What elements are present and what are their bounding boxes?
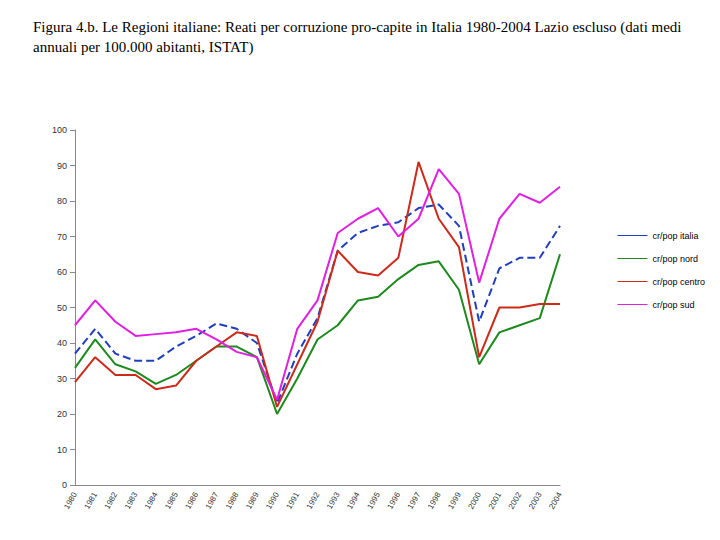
svg-text:1997: 1997 [406,490,423,510]
svg-text:2004: 2004 [547,490,564,510]
svg-text:1994: 1994 [345,490,362,510]
svg-text:1989: 1989 [244,490,261,510]
svg-text:90: 90 [57,161,67,171]
svg-text:2000: 2000 [466,490,483,510]
svg-text:1981: 1981 [82,490,99,510]
svg-text:80: 80 [57,196,67,206]
svg-text:60: 60 [57,267,67,277]
svg-text:1985: 1985 [163,490,180,510]
svg-text:100: 100 [52,125,67,135]
svg-text:2003: 2003 [527,490,544,510]
svg-text:10: 10 [57,445,67,455]
svg-text:1986: 1986 [183,490,200,510]
svg-text:1991: 1991 [285,490,302,510]
svg-text:20: 20 [57,409,67,419]
svg-text:1995: 1995 [365,490,382,510]
svg-text:annuali per 100.000 abitanti,: annuali per 100.000 abitanti, ISTAT) [33,39,253,56]
svg-text:1983: 1983 [123,490,140,510]
svg-text:1987: 1987 [204,490,221,510]
svg-text:1982: 1982 [103,490,120,510]
svg-text:1992: 1992 [305,490,322,510]
svg-text:Figura 4.b. Le Regioni italian: Figura 4.b. Le Regioni italiane: Reati p… [33,19,685,36]
svg-text:40: 40 [57,338,67,348]
svg-text:30: 30 [57,374,67,384]
svg-text:1988: 1988 [224,490,241,510]
svg-text:1993: 1993 [325,490,342,510]
svg-text:2002: 2002 [507,490,524,510]
svg-text:cr/pop italia: cr/pop italia [652,231,698,241]
svg-text:1999: 1999 [446,490,463,510]
svg-text:cr/pop centro: cr/pop centro [652,277,705,287]
svg-text:70: 70 [57,232,67,242]
svg-text:0: 0 [62,480,67,490]
svg-text:1984: 1984 [143,490,160,510]
svg-text:cr/pop nord: cr/pop nord [652,254,698,264]
svg-text:1996: 1996 [386,490,403,510]
svg-text:1990: 1990 [264,490,281,510]
svg-text:1998: 1998 [426,490,443,510]
svg-text:50: 50 [57,303,67,313]
svg-text:1980: 1980 [62,490,79,510]
svg-text:cr/pop sud: cr/pop sud [652,300,694,310]
svg-text:2001: 2001 [487,490,504,510]
